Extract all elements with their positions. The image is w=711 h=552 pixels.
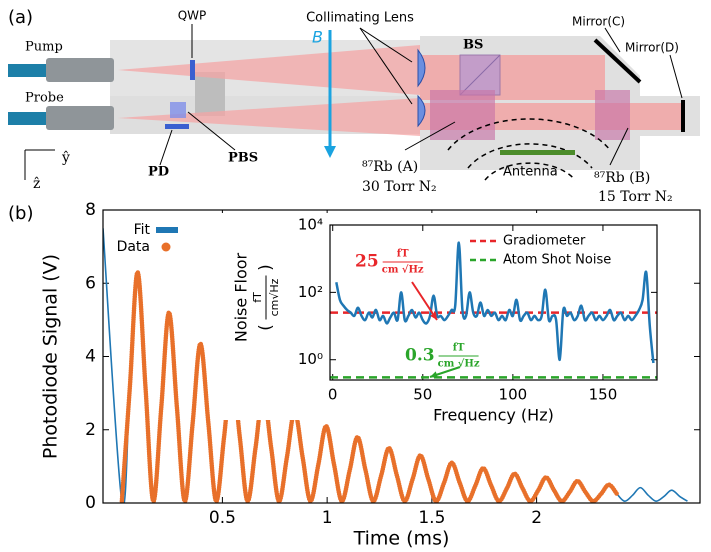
y-tick-label: 6 — [85, 273, 96, 293]
annotation-arrow — [411, 281, 438, 321]
panel-label: (a) — [8, 7, 33, 28]
annotation-arrow-head — [430, 312, 437, 320]
pump-beam — [118, 45, 420, 95]
y-axis-unit: ( — [256, 324, 276, 331]
pointer — [604, 27, 621, 53]
y-tick-label: 10⁰ — [298, 350, 323, 368]
pointer — [404, 121, 456, 151]
label: ⁸⁷Rb (A) — [362, 159, 418, 175]
pointer — [359, 27, 413, 105]
series-line — [335, 241, 655, 364]
mount — [195, 72, 225, 116]
x-tick-label: 0 — [328, 386, 338, 404]
label: B — [312, 28, 323, 47]
label: Collimating Lens — [306, 11, 414, 26]
apparatus-diagram: (a) Pump Probe QWP Collimating Lens BS M… — [8, 7, 700, 205]
probe-fiber — [8, 112, 46, 125]
x-axis-label: Time (ms) — [353, 528, 450, 550]
legend-label: Fit — [134, 222, 151, 238]
y-axis-unit: fT — [251, 292, 264, 303]
x-tick-label: 100 — [499, 386, 528, 404]
pointer — [359, 27, 413, 63]
annotation-unit: fT — [453, 343, 465, 354]
pointer — [187, 111, 236, 151]
legend-marker — [156, 227, 178, 233]
label: ⁸⁷Rb (B) — [594, 170, 650, 186]
y-tick-label: 8 — [85, 200, 96, 220]
legend-label: Data — [117, 239, 150, 255]
pointer — [609, 127, 629, 166]
y-axis-unit: ( fT cm√Hz) — [251, 264, 281, 331]
y-tick-label: 10² — [298, 283, 323, 301]
x-axis-label: Frequency (Hz) — [433, 406, 554, 425]
bs-diagonal — [459, 54, 501, 96]
label: 15 Torr N₂ — [598, 189, 673, 205]
annotation-value: 0.3 — [405, 346, 435, 366]
pump-fiber — [8, 64, 46, 77]
pump-connector — [46, 58, 114, 82]
x-tick-label: 0.5 — [209, 508, 236, 528]
field-arrow-head — [324, 146, 336, 158]
label: PBS — [228, 151, 258, 166]
x-tick-label: 1 — [322, 508, 333, 528]
field-line — [467, 143, 593, 169]
series-line — [119, 270, 620, 503]
label: Mirror(C) — [572, 15, 625, 29]
label: Antenna — [503, 165, 558, 180]
annotation-unit: fT — [397, 249, 409, 260]
probe-beam — [118, 98, 420, 136]
label: ŷ — [61, 149, 70, 166]
annotation-unit: cm √Hz — [382, 264, 424, 276]
annotation-unit: cm √Hz — [438, 358, 480, 370]
field-line — [447, 118, 611, 151]
label: Probe — [25, 91, 64, 106]
y-tick-label: 10⁴ — [298, 216, 323, 234]
field-line — [484, 162, 576, 181]
y-axis-label: Photodiode Signal (V) — [40, 254, 62, 459]
pbs-cube — [170, 102, 186, 118]
plot-frame — [102, 209, 701, 504]
qwp-plate — [190, 60, 195, 80]
annotation-arrow-head — [430, 371, 438, 379]
cell-b — [595, 90, 630, 140]
pointer — [159, 129, 173, 166]
plot-frame — [329, 224, 658, 381]
y-axis-unit: cm√Hz — [268, 278, 281, 316]
pointer — [669, 54, 683, 99]
inset-chart: 10⁰ 10² 10⁴ 0 50 100 150 Frequency (Hz) Noise Fl… — [215, 213, 664, 425]
legend-label: Gradiometer — [503, 234, 586, 249]
x-tick-label: 150 — [589, 386, 618, 404]
panel-label: (b) — [8, 203, 33, 224]
lens-pump — [417, 48, 426, 88]
pd-element — [165, 124, 189, 129]
label: QWP — [178, 9, 207, 23]
label: BS — [463, 38, 483, 53]
annotation-value: 25 — [355, 252, 379, 272]
y-tick-label: 4 — [85, 347, 96, 367]
cell-a — [430, 90, 495, 140]
mirror-c — [593, 38, 642, 84]
label: ẑ — [33, 176, 40, 192]
y-axis-label: Noise Floor — [232, 252, 251, 342]
x-tick-label: 2 — [531, 508, 542, 528]
antenna-bar — [500, 150, 575, 155]
label: PD — [148, 165, 169, 180]
y-axis-unit: ) — [256, 264, 276, 271]
label: 30 Torr N₂ — [362, 179, 437, 195]
label: Mirror(D) — [625, 41, 679, 55]
legend-label: Atom Shot Noise — [503, 253, 611, 268]
probe-connector — [46, 106, 114, 130]
main-chart: 0 2 4 6 8 0.5 1 1.5 2 Time (ms) Photodiode Signal … — [40, 200, 701, 550]
label: Pump — [25, 40, 63, 55]
x-tick-label: 1.5 — [418, 508, 445, 528]
y-tick-label: 0 — [85, 493, 96, 513]
legend-marker — [161, 242, 171, 252]
lens-probe — [417, 94, 426, 128]
x-tick-label: 50 — [413, 386, 432, 404]
y-tick-label: 2 — [85, 420, 96, 440]
